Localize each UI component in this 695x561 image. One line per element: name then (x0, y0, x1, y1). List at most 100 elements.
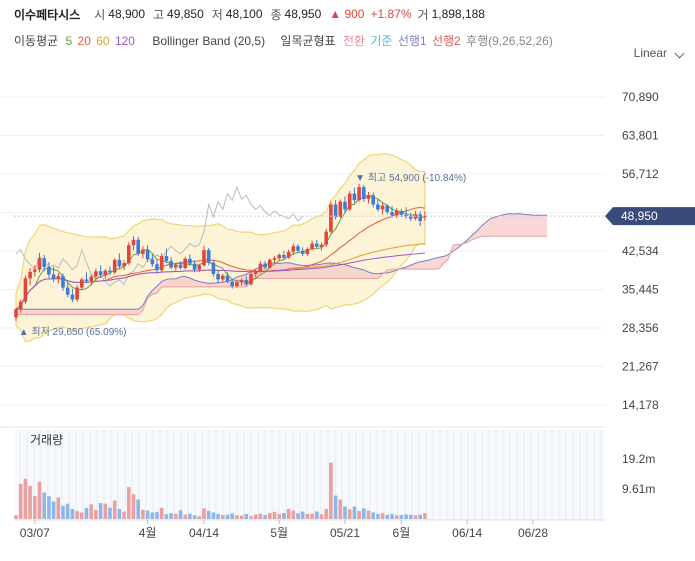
candle-body (89, 276, 93, 282)
volume-bar (268, 513, 272, 519)
ma20-label[interactable]: 20 (77, 34, 91, 48)
ma120-line (15, 252, 425, 310)
candle-body (230, 281, 234, 286)
volume-bar (197, 516, 202, 519)
volume-bar (282, 513, 286, 519)
volume-tick-label: 9.61m (622, 482, 655, 496)
candle-body (286, 251, 291, 258)
candle-body (127, 245, 131, 264)
candle-body (291, 246, 296, 252)
scale-mode-dropdown[interactable]: Linear (633, 46, 667, 60)
volume-bar (42, 492, 46, 519)
volume-bar (221, 514, 225, 519)
open-label: 시 (94, 7, 106, 22)
kijun-label[interactable]: 기준 (370, 34, 393, 48)
candle-body (277, 254, 281, 259)
ma120-label[interactable]: 120 (114, 34, 135, 48)
senkou2-label[interactable]: 선행2 (431, 34, 461, 48)
candle-body (385, 205, 390, 213)
candle-body (122, 263, 126, 267)
candle-body (315, 243, 319, 247)
candle-body (56, 276, 61, 279)
candle-body (225, 275, 230, 282)
ichimoku-cloud (16, 213, 548, 315)
volume-bar (324, 509, 328, 519)
volume-bar (70, 509, 75, 519)
volume-tick-label: 19.2m (622, 452, 655, 466)
volume-bar (37, 481, 42, 519)
chikou-label[interactable]: 후행(9,26,52,26) (466, 34, 553, 48)
candle-body (164, 256, 169, 261)
candle-body (70, 294, 75, 300)
y-tick-label: 56,712 (622, 167, 659, 181)
volume-bar (423, 513, 427, 519)
volume-bar (178, 510, 183, 519)
volume-bar (61, 505, 65, 519)
volume-bar (333, 495, 338, 519)
high-annotation: ▼ 최고 54,900 (-10.84%) (355, 172, 466, 184)
x-tick-label: 4월 (139, 526, 157, 540)
candle-body (380, 205, 385, 210)
change-pct: +1.87% (370, 7, 412, 21)
x-tick-label: 5월 (270, 526, 288, 540)
candle-body (296, 246, 300, 251)
volume-bar (315, 511, 319, 519)
candle-body (357, 187, 361, 201)
candle-body (409, 216, 413, 219)
volume-bar (352, 506, 357, 519)
ma-label[interactable]: 이동평균 (14, 34, 59, 48)
candle-body (103, 270, 108, 276)
chikou-line (15, 185, 304, 287)
last-price-tag (605, 207, 695, 226)
volume-bar (390, 514, 394, 519)
candle-body (258, 263, 263, 272)
volume-bar (380, 513, 385, 519)
volume-bar (159, 507, 164, 519)
ma5-label[interactable]: 5 (65, 34, 73, 48)
volume-bar (366, 510, 371, 519)
high-value: 49,850 (167, 7, 204, 21)
high-label: 고 (153, 7, 165, 22)
volume-bar (164, 514, 169, 519)
candle-body (202, 250, 206, 266)
volume-bar (183, 514, 187, 519)
candle-body (117, 259, 122, 267)
low-label: 저 (211, 7, 223, 22)
candle-body (253, 271, 258, 274)
volume-bar (28, 485, 32, 519)
candle-body (178, 264, 183, 269)
y-tick-label: 42,534 (622, 244, 659, 258)
senkou1-label[interactable]: 선행1 (397, 34, 427, 48)
ma60-label[interactable]: 60 (96, 34, 110, 48)
stock-name: 이수페타시스 (14, 7, 81, 22)
candle-body (65, 287, 70, 295)
candle-body (399, 210, 404, 215)
candle-body (80, 279, 84, 288)
candle-body (188, 258, 192, 264)
volume-bar (399, 514, 404, 519)
volume-bar (18, 483, 23, 519)
candle-body (324, 231, 328, 245)
candle-body (239, 279, 244, 283)
candle-body (329, 204, 333, 232)
candle-body (338, 201, 343, 217)
volume-bar (80, 512, 84, 519)
volume-bar (263, 514, 267, 519)
candle-body (47, 266, 51, 275)
x-tick-label: 6월 (393, 526, 411, 540)
volume-bar (300, 511, 305, 519)
candle-body (216, 273, 220, 280)
volume-bar (225, 514, 230, 519)
volume-bar (84, 508, 89, 519)
volume-bar (112, 500, 117, 519)
candle-body (131, 239, 136, 246)
tenkan-label[interactable]: 전환 (342, 34, 366, 48)
ichimoku-label[interactable]: 일목균형표 (280, 34, 336, 48)
volume-bar (47, 496, 51, 519)
volume-bar (357, 510, 361, 519)
bollinger-label[interactable]: Bollinger Band (20,5) (152, 34, 266, 48)
volume-bar (230, 513, 234, 519)
volume-bar (305, 514, 310, 519)
y-tick-label: 35,445 (622, 283, 659, 297)
